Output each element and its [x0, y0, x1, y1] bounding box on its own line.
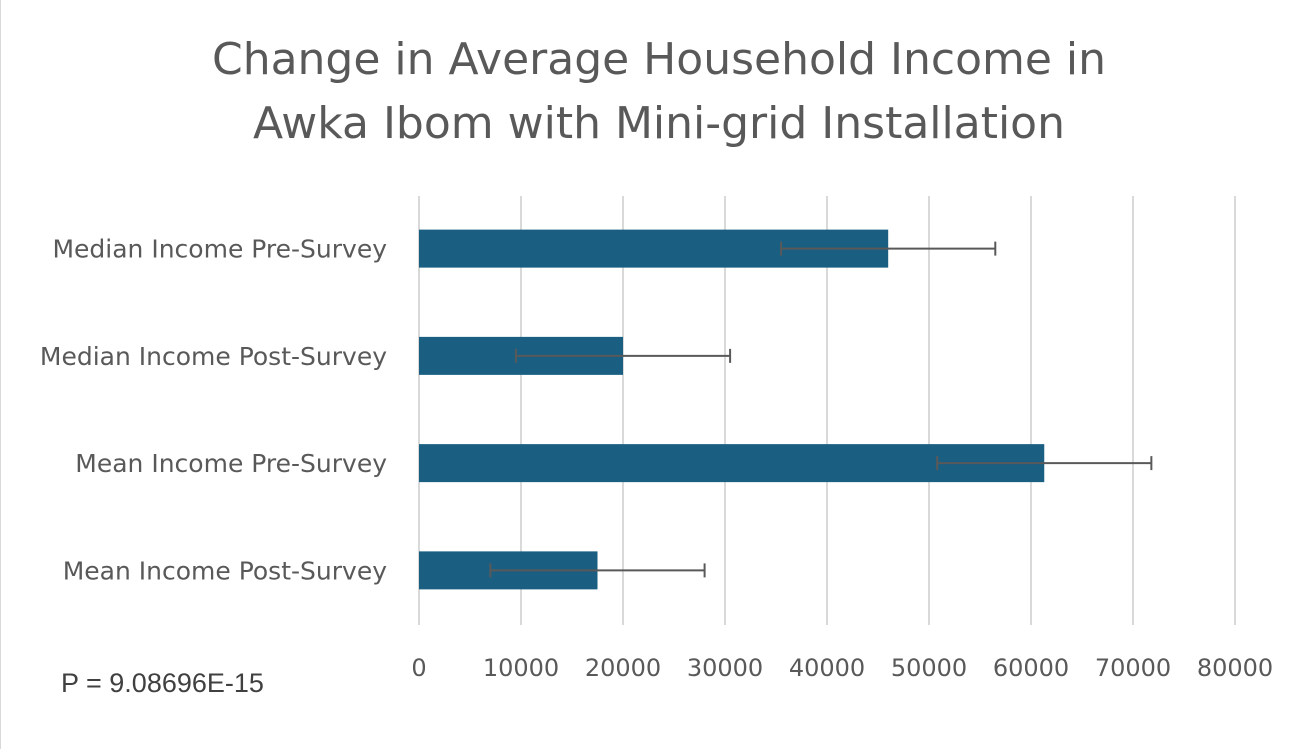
category-label: Mean Income Post-Survey [63, 556, 387, 585]
error-bar [936, 456, 1153, 471]
x-tick-label: 40000 [789, 654, 865, 682]
x-tick-label: 70000 [1095, 654, 1171, 682]
error-bars [489, 241, 1153, 578]
chart-title: Change in Average Household Income in Aw… [211, 34, 1107, 149]
x-tick-label: 0 [411, 654, 426, 682]
error-bar [514, 348, 732, 363]
x-tick-label: 10000 [483, 654, 559, 682]
category-label: Mean Income Pre-Survey [75, 449, 387, 478]
error-bar [780, 241, 997, 256]
x-tick-label: 30000 [687, 654, 763, 682]
x-tick-label: 60000 [993, 654, 1069, 682]
category-labels: Median Income Pre-Survey Median Income Po… [40, 235, 387, 586]
category-label: Median Income Post-Survey [40, 342, 387, 371]
x-tick-label: 20000 [585, 654, 661, 682]
error-bar [489, 563, 706, 578]
p-value-annotation: P = 9.08696E-15 [61, 668, 264, 698]
x-tick-labels: 0 10000 20000 30000 40000 50000 60000 70000 8000… [411, 654, 1273, 682]
x-tick-label: 50000 [891, 654, 967, 682]
category-label: Median Income Pre-Survey [52, 235, 387, 264]
x-tick-label: 80000 [1197, 654, 1273, 682]
bars [419, 229, 1045, 590]
